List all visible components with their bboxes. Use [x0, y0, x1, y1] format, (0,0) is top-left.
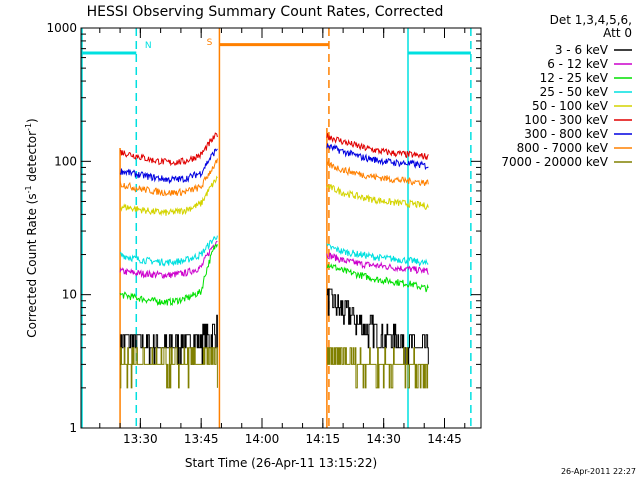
x-tick-label: 13:45 — [184, 432, 219, 446]
series-line-1-segment-1 — [120, 315, 217, 364]
legend-header-line1: Det 1,3,4,5,6, — [550, 13, 632, 27]
series-line-8-segment-2 — [327, 161, 428, 186]
y-axis-label-part3: ) — [25, 118, 39, 123]
series-line-9-segment-2 — [327, 348, 428, 388]
series-line-6-segment-2 — [327, 133, 428, 160]
y-tick-label: 1 — [69, 421, 77, 435]
series-line-2-segment-1 — [120, 241, 217, 278]
x-axis-label: Start Time (26-Apr-11 13:15:22) — [185, 456, 377, 470]
x-tick-label: 14:00 — [245, 432, 280, 446]
x-axis: 13:30 13:45 14:00 14:15 14:30 14:45 — [100, 28, 465, 446]
y-axis-label-part2: detector — [25, 131, 39, 186]
legend-entry-label: 800 - 7000 keV — [517, 141, 609, 155]
legend-entry-label: 25 - 50 keV — [540, 85, 609, 99]
legend-entry-label: 3 - 6 keV — [555, 43, 609, 57]
series-line-7-segment-1 — [120, 149, 217, 183]
series-group — [120, 133, 428, 388]
y-tick-label: 100 — [54, 154, 77, 168]
y-axis-label: Corrected Count Rate (s-1 detector-1) — [24, 118, 39, 337]
y-tick-label: 10 — [62, 288, 77, 302]
x-tick-label: 13:30 — [123, 432, 158, 446]
x-tick-label: 14:30 — [366, 432, 401, 446]
series-line-3-segment-2 — [327, 264, 428, 292]
series-line-4-segment-1 — [120, 236, 217, 266]
night-flag-label: N — [145, 41, 152, 51]
chart-title: HESSI Observing Summary Count Rates, Cor… — [87, 4, 444, 20]
legend-entry-label: 50 - 100 keV — [532, 99, 609, 113]
legend-entry-label: 6 - 12 keV — [547, 57, 609, 71]
y-axis-label-part1: Corrected Count Rate (s — [25, 193, 39, 337]
series-line-4-segment-2 — [327, 244, 428, 266]
y-axis-label-sup1: -1 — [24, 185, 33, 193]
saa-flag-label: S — [207, 38, 213, 48]
y-axis-label-sup2: -1 — [24, 123, 33, 131]
series-line-6-segment-1 — [120, 133, 217, 165]
x-tick-label: 14:15 — [306, 432, 341, 446]
legend-entry-label: 100 - 300 keV — [524, 113, 608, 127]
legend-entry-label: 12 - 25 keV — [540, 71, 609, 85]
legend-header-line2: Att 0 — [603, 26, 632, 40]
timestamp: 26-Apr-2011 22:27 — [561, 467, 636, 476]
legend-entry-label: 7000 - 20000 keV — [501, 155, 608, 169]
y-tick-label: 1000 — [46, 21, 77, 35]
series-line-5-segment-2 — [327, 185, 428, 210]
x-tick-label: 14:45 — [427, 432, 462, 446]
legend-entry-label: 300 - 800 keV — [524, 127, 608, 141]
